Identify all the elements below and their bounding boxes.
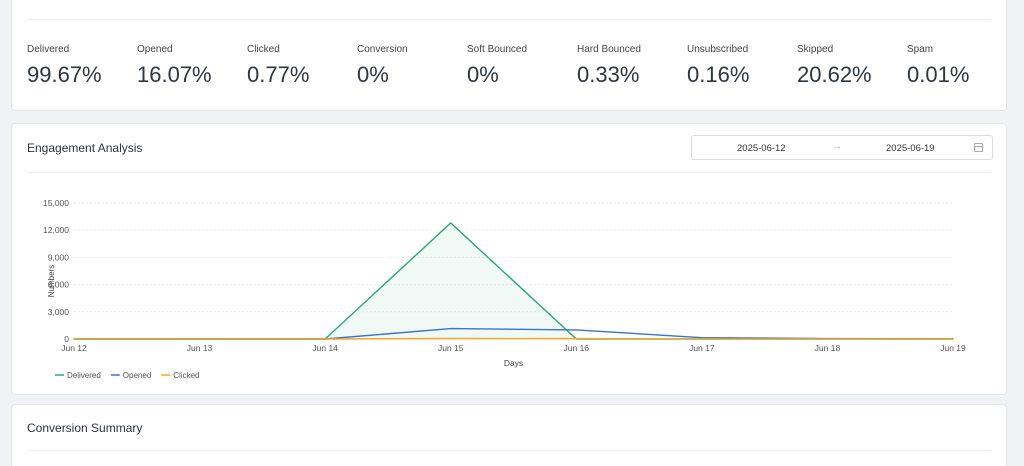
stat-value: 0% [357,62,389,87]
divider [27,172,991,173]
stat-label: Conversion [357,44,408,55]
x-tick-label: Jun 13 [187,343,213,353]
y-tick-label: 9,000 [48,252,70,262]
stat-hard-bounced: Hard Bounced 0.33% [577,44,641,88]
stat-value: 99.67% [27,62,102,87]
stat-soft-bounced: Soft Bounced 0% [467,44,527,88]
date-end-input[interactable]: 2025-06-19 [886,143,935,154]
y-tick-label: 15,000 [43,198,69,208]
stat-value: 0.33% [577,62,640,87]
legend-label-delivered: Delivered [67,371,101,380]
x-axis-title: Days [504,358,523,368]
date-range-picker[interactable]: 2025-06-12 → 2025-06-19 [691,135,993,160]
data-point-opened [701,337,703,339]
data-point-clicked [952,338,954,340]
y-tick-label: 3,000 [48,307,70,317]
engagement-chart: 0 3,000 6,000 9,000 12,000 15,000 Jun 12 Jun 13… [43,198,966,380]
data-point-clicked [324,338,326,340]
engagement-title: Engagement Analysis [27,141,143,155]
x-tick-label: Jun 12 [61,343,87,353]
stat-label: Soft Bounced [467,44,528,55]
stat-value: 0.77% [247,62,310,87]
stats-card: Delivered 99.67% Opened 16.07% Clicked 0… [11,0,1007,111]
x-tick-label: Jun 19 [940,343,966,353]
data-point-clicked [575,338,577,340]
x-tick-label: Jun 15 [438,343,464,353]
data-point-clicked [198,338,201,340]
stat-label: Spam [907,44,934,55]
stat-clicked: Clicked 0.77% [247,44,309,88]
divider [27,450,991,451]
stat-label: Delivered [27,44,70,55]
stat-value: 0.16% [687,62,750,87]
stat-conversion: Conversion 0% [357,44,408,88]
data-point-delivered [450,222,452,224]
data-point-clicked [701,338,703,340]
conversion-card: Conversion Summary [11,404,1007,466]
stat-value: 0% [467,62,499,87]
stat-skipped: Skipped 20.62% [797,44,872,88]
legend-label-opened: Opened [123,371,151,380]
stat-value: 0.01% [907,62,970,87]
calendar-icon[interactable] [974,143,983,152]
stat-label: Hard Bounced [577,44,641,55]
x-tick-label: Jun 17 [689,343,715,353]
stat-label: Unsubscribed [687,44,749,55]
stat-value: 20.62% [797,62,872,87]
conversion-title: Conversion Summary [27,421,143,435]
data-point-clicked [73,338,75,340]
data-point-opened [575,329,577,331]
stat-label: Opened [137,44,173,55]
data-point-clicked [450,337,452,340]
x-tick-label: Jun 14 [312,343,338,353]
stat-unsubscribed: Unsubscribed 0.16% [687,44,749,88]
data-point-opened [450,327,452,330]
stat-value: 16.07% [137,62,212,87]
stat-label: Skipped [797,44,834,55]
stat-opened: Opened 16.07% [137,44,212,88]
arrow-right-icon: → [832,141,842,152]
y-tick-label: 12,000 [43,225,69,235]
series-line-clicked [74,337,954,340]
y-tick-label: 0 [64,334,69,344]
stat-delivered: Delivered 99.67% [27,44,102,88]
y-tick-label: 6,000 [48,280,70,290]
x-tick-label: Jun 16 [564,343,590,353]
series-area-delivered [74,222,953,339]
y-axis-title: Numbers [47,265,56,297]
data-point-clicked [826,338,829,340]
legend-label-clicked: Clicked [173,371,199,380]
divider [27,19,991,20]
engagement-card: Engagement Analysis 2025-06-12 → 2025-06… [11,123,1007,395]
x-tick-label: Jun 18 [815,343,841,353]
stat-label: Clicked [247,44,280,55]
date-start-input[interactable]: 2025-06-12 [737,143,786,154]
stat-spam: Spam 0.01% [907,44,969,88]
